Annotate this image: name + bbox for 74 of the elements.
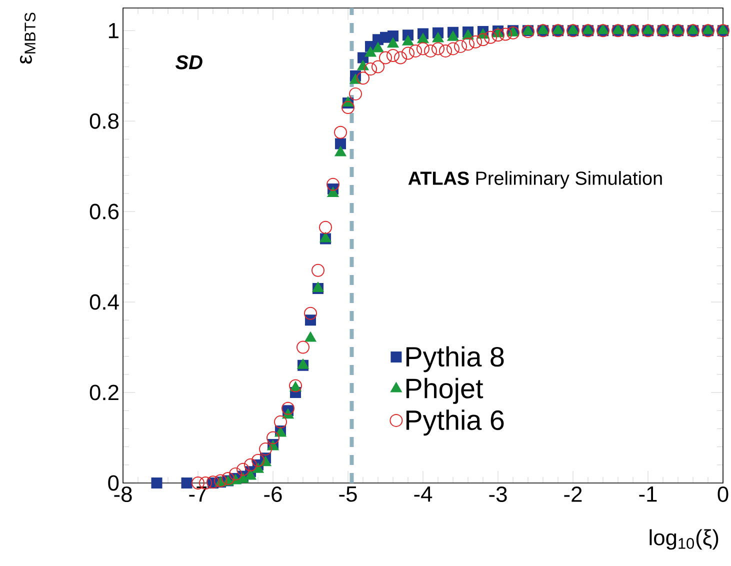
- point: [181, 477, 192, 488]
- point: [417, 33, 429, 44]
- point: [296, 340, 310, 354]
- point: [304, 306, 318, 320]
- x-axis-title: log$_{10}$(ξ): [650, 529, 718, 550]
- point: [334, 146, 346, 156]
- point: [402, 46, 415, 60]
- point: [499, 28, 512, 41]
- point: [319, 220, 332, 234]
- point: [409, 44, 422, 58]
- point: [364, 46, 376, 57]
- point: [492, 28, 505, 42]
- annotation: ATLAS Preliminary Simulation: [408, 171, 662, 189]
- y-tick-label: 0.8: [90, 113, 119, 129]
- point: [327, 186, 339, 197]
- legend-label: Pythia 8: [406, 346, 504, 372]
- point: [274, 415, 288, 428]
- y-tick-label: 0.2: [90, 384, 118, 400]
- point: [372, 60, 385, 74]
- point: [342, 101, 355, 114]
- point: [312, 264, 325, 277]
- point: [252, 462, 264, 473]
- point: [356, 72, 370, 85]
- point: [439, 44, 452, 58]
- point: [236, 462, 250, 476]
- point: [506, 26, 520, 40]
- point: [229, 467, 242, 480]
- point: [266, 431, 280, 444]
- point: [349, 87, 362, 100]
- point: [334, 126, 348, 139]
- point: [416, 42, 430, 56]
- point: [394, 51, 408, 64]
- y-tick-label: 1: [108, 23, 118, 38]
- point: [259, 442, 272, 456]
- point: [304, 332, 316, 342]
- point: [386, 48, 400, 62]
- point: [379, 51, 392, 64]
- x-tick-label: -6: [264, 486, 282, 502]
- point: [447, 30, 459, 41]
- x-tick-label: -1: [639, 486, 657, 502]
- y-tick-label: 0.4: [90, 294, 119, 310]
- point: [244, 470, 256, 480]
- annotation: SD: [176, 55, 202, 70]
- point: [364, 62, 378, 76]
- x-tick-label: -5: [339, 486, 357, 502]
- point: [357, 60, 369, 70]
- point: [335, 138, 346, 150]
- point: [244, 458, 258, 472]
- point: [326, 178, 340, 191]
- point: [282, 402, 295, 415]
- y-axis-title: ε$_{MBTS}$: [20, 12, 36, 64]
- point: [252, 454, 265, 467]
- point: [387, 38, 399, 48]
- point: [484, 30, 498, 44]
- point: [469, 35, 482, 48]
- point: [454, 40, 468, 53]
- x-tick-label: 0: [718, 486, 728, 502]
- x-tick-label: -4: [414, 486, 432, 502]
- y-tick-label: 0.6: [90, 204, 119, 220]
- point: [402, 35, 414, 46]
- point: [476, 33, 490, 46]
- legend-label: Phojet: [406, 378, 484, 404]
- point: [151, 477, 162, 488]
- point: [388, 30, 399, 42]
- point: [424, 44, 438, 58]
- legend-label: Pythia 6: [406, 410, 504, 436]
- point: [432, 42, 445, 56]
- x-tick-label: -3: [489, 486, 507, 502]
- point: [432, 32, 444, 42]
- point: [462, 38, 475, 51]
- point: [446, 42, 460, 56]
- point: [372, 42, 384, 52]
- point: [222, 472, 235, 485]
- x-tick-label: -2: [564, 486, 582, 502]
